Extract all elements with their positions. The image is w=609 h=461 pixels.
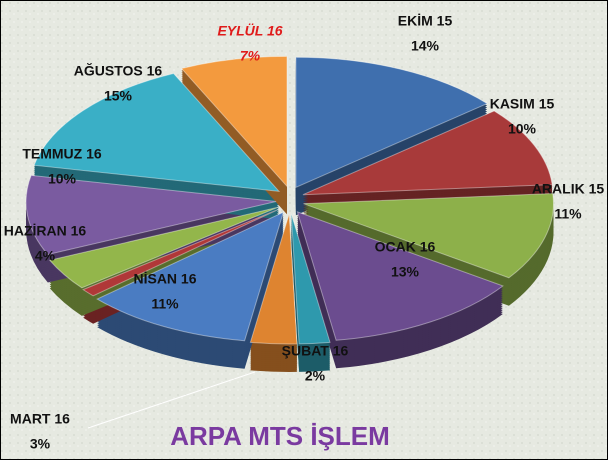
value-label: 15% xyxy=(104,88,133,104)
slice-label: EKİM 15 xyxy=(398,13,453,29)
slice-label: ŞUBAT 16 xyxy=(282,343,349,359)
value-label: 4% xyxy=(35,248,56,264)
slice-label: EYLÜL 16 xyxy=(217,23,282,39)
value-label: 3% xyxy=(30,436,51,452)
slice xyxy=(180,55,288,188)
value-label: 13% xyxy=(391,264,420,280)
slice-label: AĞUSTOS 16 xyxy=(74,62,163,79)
slice xyxy=(25,174,277,256)
slice-label: ARALIK 15 xyxy=(532,181,605,197)
slice-label: KASIM 15 xyxy=(490,96,555,112)
slice-label: OCAK 16 xyxy=(375,239,436,255)
value-label: 14% xyxy=(411,38,440,54)
pie-tops xyxy=(25,55,554,345)
slice xyxy=(48,206,279,289)
slice-label: MART 16 xyxy=(10,411,70,427)
value-label: 10% xyxy=(508,121,537,137)
chart-title: ARPA MTS İŞLEM xyxy=(170,421,390,451)
slice-label: NİSAN 16 xyxy=(133,271,196,287)
slice-label: HAZİRAN 16 xyxy=(4,223,87,239)
slice xyxy=(249,213,298,345)
value-label: 7% xyxy=(240,48,261,64)
labels: EKİM 15 14% KASIM 15 10% ARALIK 15 11% OCAK 16… xyxy=(4,13,605,452)
slice-label: TEMMUZ 16 xyxy=(22,146,102,162)
leader-line xyxy=(87,371,256,429)
value-label: 10% xyxy=(48,171,77,187)
slice xyxy=(290,213,331,345)
value-label: 11% xyxy=(554,206,582,222)
value-label: 11% xyxy=(151,296,179,312)
slice xyxy=(296,211,504,341)
slice xyxy=(302,110,553,196)
slice xyxy=(82,208,280,297)
slice xyxy=(303,193,554,279)
value-label: 2% xyxy=(305,368,326,384)
slice xyxy=(96,211,285,342)
slice xyxy=(295,56,489,189)
slice xyxy=(33,72,281,192)
